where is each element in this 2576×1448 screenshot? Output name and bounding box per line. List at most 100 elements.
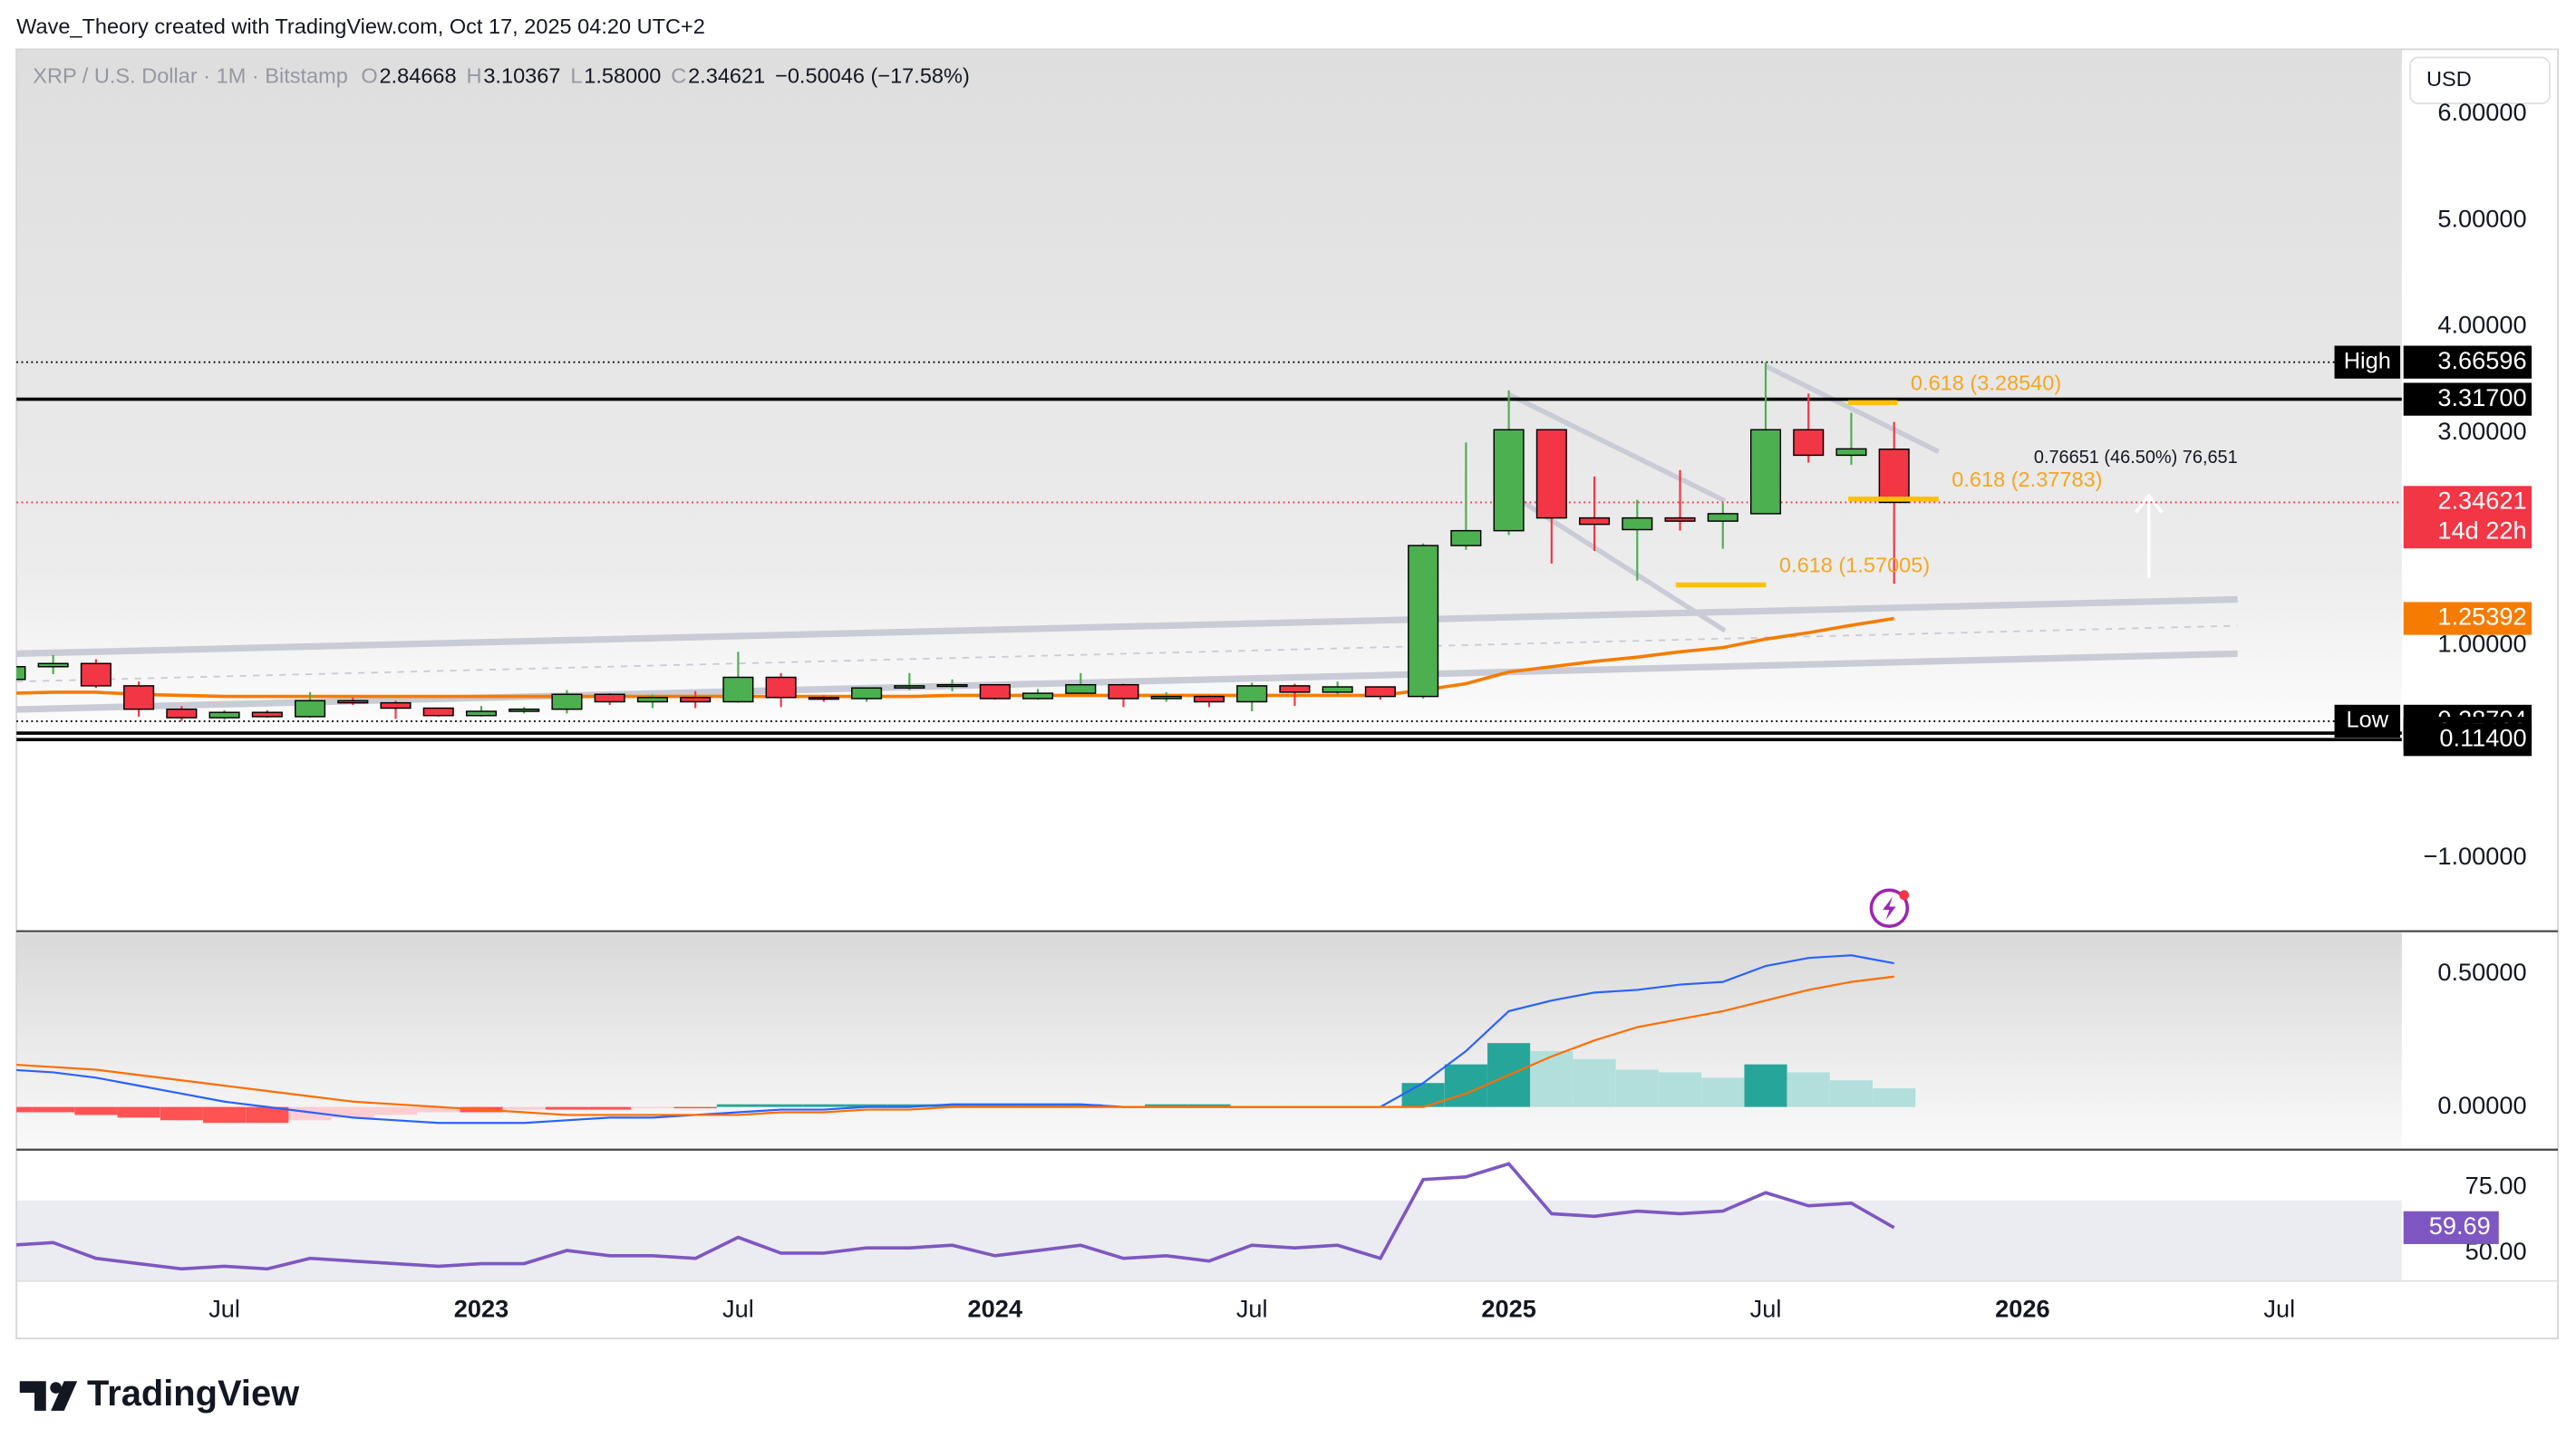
candle-body xyxy=(594,693,625,703)
credit: Wave_Theory created with TradingView.com… xyxy=(16,14,705,38)
currency-button[interactable] xyxy=(2409,56,2551,105)
x-tick-label: 2024 xyxy=(968,1295,1022,1323)
x-tick-label: Jul xyxy=(1750,1295,1782,1323)
level-name-box xyxy=(2334,704,2401,738)
price-label: 2.34621 xyxy=(2437,487,2526,515)
candle-body xyxy=(16,666,26,681)
macd-histogram-bar xyxy=(673,1106,717,1109)
candle-body xyxy=(422,707,454,717)
macd-histogram-bar xyxy=(931,1104,974,1107)
macd-histogram-bar xyxy=(373,1106,418,1115)
rsi-tick-label: 75.00 xyxy=(2465,1172,2527,1200)
x-tick-label: 2026 xyxy=(1995,1295,2049,1323)
macd-histogram-bar xyxy=(331,1106,374,1118)
legend-text: L xyxy=(570,63,582,87)
macd-histogram-bar xyxy=(887,1104,931,1107)
alert-dot[interactable] xyxy=(1899,890,1910,901)
alert-bolt[interactable] xyxy=(1883,896,1896,920)
macd-plot xyxy=(16,954,1916,1125)
candle-body xyxy=(1835,448,1867,457)
candle-body xyxy=(1878,449,1910,504)
macd-histogram-bar xyxy=(1530,1050,1574,1107)
currency-button-label[interactable]: USD xyxy=(2426,67,2472,91)
legend-text: 1.58000 xyxy=(584,63,661,87)
macd-histogram-bar xyxy=(1187,1104,1231,1107)
logo-mark xyxy=(50,1382,62,1394)
macd-tick-label: 0.00000 xyxy=(2437,1091,2526,1119)
macd-histogram-bar xyxy=(716,1104,760,1107)
ema-label: 1.25392 xyxy=(2437,603,2526,631)
macd-histogram-bar xyxy=(117,1106,160,1118)
macd-histogram-bar xyxy=(417,1106,460,1113)
candle-body xyxy=(936,683,968,688)
candle-body xyxy=(251,711,283,718)
macd-histogram-bar xyxy=(32,1106,75,1113)
level-label-box xyxy=(2403,723,2532,757)
candle-body xyxy=(1279,685,1311,693)
legend-text: O xyxy=(361,63,377,87)
level-label: 3.31700 xyxy=(2437,383,2526,411)
candle-body xyxy=(295,700,326,718)
price-label-box xyxy=(2403,486,2532,549)
ema-label-box xyxy=(2403,602,2532,635)
candle-body xyxy=(1664,516,1696,522)
y-tick-label: 6.00000 xyxy=(2437,98,2526,126)
level-label-box xyxy=(2403,382,2532,416)
wedge-line xyxy=(1506,391,1727,504)
candle-body xyxy=(1793,429,1825,457)
x-tick-label: Jul xyxy=(208,1295,240,1323)
y-tick-label: −1.00000 xyxy=(2424,842,2527,870)
candle-body xyxy=(1450,529,1482,546)
candle-body xyxy=(722,676,754,703)
rsi-band xyxy=(16,1200,2402,1281)
x-tick-label: Jul xyxy=(2263,1295,2295,1323)
macd-histogram-bar xyxy=(1615,1069,1659,1107)
macd-histogram-bar xyxy=(973,1104,1017,1107)
candle-body xyxy=(166,708,198,719)
logo-mark xyxy=(51,1381,78,1411)
candle-body xyxy=(1364,686,1396,698)
candle-body xyxy=(1065,683,1097,694)
legend-text: C xyxy=(671,63,686,87)
macd-histogram-bar xyxy=(1744,1064,1787,1107)
x-tick-label: 2023 xyxy=(454,1295,508,1323)
candle-body xyxy=(337,700,369,704)
rsi-label-box xyxy=(2403,1211,2499,1244)
level-label: 3.66596 xyxy=(2437,346,2526,374)
candle-body xyxy=(1493,429,1525,532)
macd-histogram-bar xyxy=(1444,1064,1487,1107)
candle-body xyxy=(851,687,883,700)
legend-text: 2.84668 xyxy=(380,63,457,87)
candle-body xyxy=(123,685,155,710)
macd-histogram-bar xyxy=(1701,1077,1745,1107)
candle-body xyxy=(1193,695,1225,703)
macd-histogram-bar xyxy=(1787,1072,1830,1107)
alert-icon[interactable] xyxy=(1869,888,1910,929)
candle-body xyxy=(80,662,111,687)
x-tick-label: Jul xyxy=(1236,1295,1268,1323)
level-name: Low xyxy=(2347,708,2389,733)
candle-body xyxy=(1707,513,1738,522)
legend-text: XRP / U.S. Dollar · 1M · Bitstamp xyxy=(33,63,348,87)
macd-histogram-bar xyxy=(1829,1080,1874,1107)
measure-label: 0.76651 (46.50%) 76,651 xyxy=(2034,448,2238,468)
candle-body xyxy=(508,708,540,712)
candle-body xyxy=(1535,429,1567,519)
candle-body xyxy=(1150,695,1182,700)
macd-tick-label: 0.50000 xyxy=(2437,958,2526,986)
channel-lower xyxy=(16,650,2238,713)
macd-pane-bg xyxy=(16,932,2402,1150)
candle-body xyxy=(1408,545,1439,698)
y-tick-label: 3.00000 xyxy=(2437,417,2526,445)
legend-text: 3.10367 xyxy=(483,63,560,87)
candle-body xyxy=(1579,516,1611,526)
rsi-line xyxy=(16,1162,1895,1271)
macd-histogram-bar xyxy=(502,1106,546,1110)
rsi-label: 59.69 xyxy=(2429,1211,2491,1240)
candle-body xyxy=(1108,683,1139,700)
macd-histogram-bar xyxy=(760,1104,803,1107)
macd-histogram-bar xyxy=(545,1106,589,1110)
macd-histogram-bar xyxy=(160,1106,203,1121)
measure-arrow-head xyxy=(2134,493,2164,514)
macd-histogram-bar xyxy=(1145,1104,1188,1107)
